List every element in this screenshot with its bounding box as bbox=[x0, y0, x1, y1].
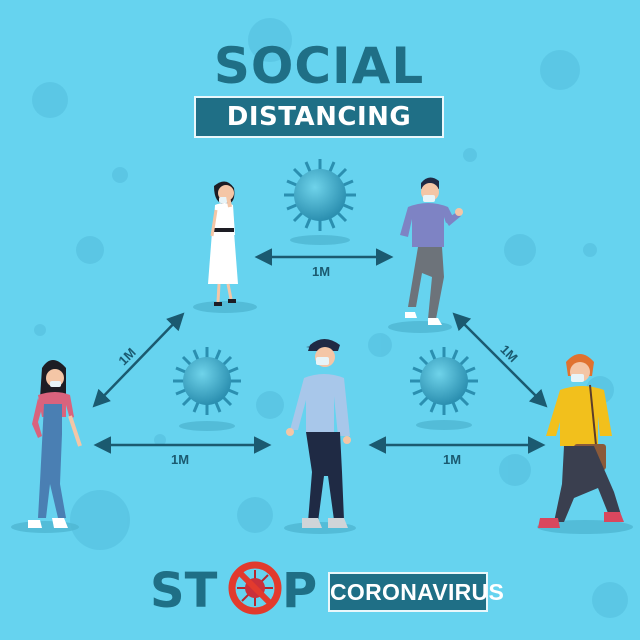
distance-label-bottom-right: 1M bbox=[443, 452, 462, 467]
title-social: SOCIAL bbox=[213, 37, 425, 95]
person-man-cap bbox=[286, 339, 351, 528]
person-woman-white-dress bbox=[208, 181, 238, 306]
distance-label-bottom-left: 1M bbox=[171, 452, 190, 467]
distance-label-top: 1M bbox=[312, 264, 331, 279]
distance-arrows bbox=[92, 248, 548, 454]
coronavirus-text: CORONAVIRUS bbox=[330, 579, 505, 605]
stop-text-st: ST bbox=[150, 563, 218, 619]
background-virus-particles bbox=[32, 18, 628, 618]
stop-virus-icon bbox=[228, 561, 282, 615]
person-man-yellow-sweater bbox=[538, 354, 624, 528]
virus-icon bbox=[410, 347, 478, 415]
person-man-purple-jacket bbox=[400, 177, 463, 325]
virus-icon bbox=[173, 347, 241, 415]
floor-shadows bbox=[11, 235, 633, 534]
title-distancing-box: DISTANCING bbox=[194, 96, 444, 138]
stop-text-p: P bbox=[282, 563, 318, 619]
title-distancing: DISTANCING bbox=[226, 102, 412, 132]
person-woman-overalls bbox=[28, 360, 82, 528]
virus-icon bbox=[284, 159, 356, 231]
coronavirus-box: CORONAVIRUS bbox=[328, 572, 505, 612]
